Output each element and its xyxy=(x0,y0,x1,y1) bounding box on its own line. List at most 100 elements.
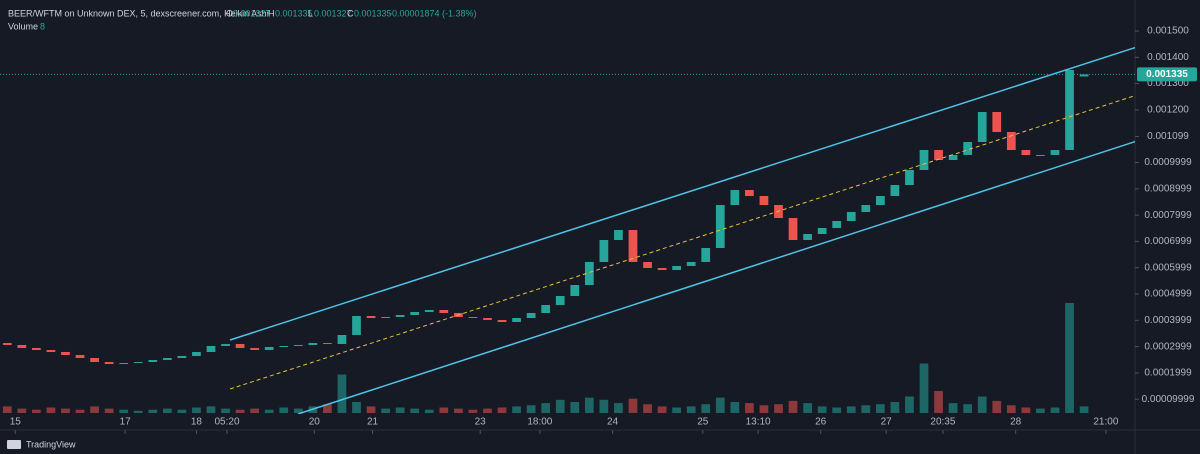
y-tick-label: 0.001400 xyxy=(1147,52,1189,63)
candle-body xyxy=(1065,70,1074,151)
candle-body xyxy=(788,217,798,241)
volume-bar xyxy=(133,410,143,413)
volume-bar xyxy=(628,398,638,413)
candle-body xyxy=(875,196,885,206)
volume-bar xyxy=(555,399,565,413)
candle-body xyxy=(672,265,681,270)
channel-drawing xyxy=(229,46,1135,414)
y-tick-label: 0.0009999 xyxy=(1144,157,1192,168)
candle-body xyxy=(162,358,172,361)
volume-bar xyxy=(861,405,871,413)
y-tick-label: 0.0001999 xyxy=(1144,368,1192,379)
candle-body xyxy=(1079,74,1089,77)
candle-body xyxy=(817,228,827,235)
candle-body xyxy=(119,363,129,365)
candle-body xyxy=(410,311,420,316)
x-tick-label: 21:00 xyxy=(1093,417,1118,428)
candle-body xyxy=(657,267,667,270)
volume-bar xyxy=(323,404,332,413)
last-price-tag xyxy=(1137,67,1197,82)
candle-body xyxy=(745,190,754,197)
x-tick-label: 23 xyxy=(475,417,487,428)
volume-bar xyxy=(2,406,12,413)
candle-body xyxy=(1036,155,1045,157)
last-price-label: 0.001335 xyxy=(1146,69,1188,80)
candle-body xyxy=(890,185,900,197)
volume-bar xyxy=(919,363,929,413)
low-label: L xyxy=(308,8,313,18)
candle-body xyxy=(570,285,580,296)
volume-bar xyxy=(61,408,70,413)
candle-body xyxy=(439,309,449,313)
candle-body xyxy=(643,261,652,268)
volume-bar xyxy=(104,408,114,413)
x-tick-label: 27 xyxy=(881,417,893,428)
volume-bar xyxy=(541,403,551,413)
volume-layer xyxy=(2,303,1089,413)
volume-bar xyxy=(32,409,41,413)
y-tick-label: 0.001099 xyxy=(1147,131,1189,142)
candle-body xyxy=(264,346,274,350)
candle-body xyxy=(206,345,216,352)
volume-bar xyxy=(424,409,434,413)
candle-body xyxy=(250,347,260,350)
volume-bar xyxy=(46,407,56,413)
candle-body xyxy=(715,205,725,248)
candle-body xyxy=(177,355,187,359)
volume-bar xyxy=(745,403,754,413)
volume-bar xyxy=(221,408,230,413)
y-tick-label: 0.0007999 xyxy=(1144,210,1192,221)
candle-body xyxy=(701,247,711,262)
volume-bar xyxy=(192,407,201,413)
x-tick-label: 28 xyxy=(1010,417,1022,428)
channel-median xyxy=(229,95,1135,390)
y-tick-label: 0.0002999 xyxy=(1144,341,1192,352)
x-tick-label: 26 xyxy=(815,417,827,428)
volume-bar xyxy=(497,407,507,413)
close-value: 0.001335 xyxy=(354,8,392,18)
candle-body xyxy=(1050,150,1060,156)
volume-bar xyxy=(293,408,303,413)
volume-bar xyxy=(366,406,376,413)
candle-body xyxy=(381,317,390,319)
y-tick-label: 0.0006999 xyxy=(1144,236,1192,247)
candle-body xyxy=(934,150,943,161)
volume-bar xyxy=(17,408,27,413)
candle-body xyxy=(221,343,230,346)
volume-bar xyxy=(279,407,289,413)
y-tick-label: 0.00009999 xyxy=(1142,394,1195,405)
volume-bar xyxy=(439,407,449,413)
volume-bar xyxy=(657,406,667,413)
volume-bar xyxy=(934,391,943,413)
candle-body xyxy=(192,351,201,356)
volume-bar xyxy=(599,399,609,413)
candle-body xyxy=(323,342,332,344)
symbol-title: BEER/WFTM on Unknown DEX, 5, dexscreener… xyxy=(8,8,269,18)
y-tick-label: 0.001500 xyxy=(1147,26,1189,37)
volume-bar xyxy=(614,403,623,413)
volume-bar xyxy=(774,404,783,413)
candle-body xyxy=(104,362,114,365)
candle-body xyxy=(46,349,56,352)
candle-body xyxy=(628,230,638,262)
tradingview-logo: TradingView xyxy=(7,439,76,449)
volume-bar xyxy=(75,409,85,413)
channel-upper xyxy=(229,46,1135,341)
volume-bar xyxy=(584,397,594,413)
volume-bar xyxy=(788,400,798,413)
volume-bar xyxy=(948,403,958,413)
y-tick-label: 0.001300 xyxy=(1147,78,1189,89)
y-tick-label: 0.0005999 xyxy=(1144,262,1192,273)
volume-bar xyxy=(264,409,274,413)
x-tick-label: 20 xyxy=(309,417,321,428)
candle-body xyxy=(846,211,856,221)
candle-body xyxy=(730,190,740,206)
volume-bar xyxy=(715,397,725,413)
volume-bar xyxy=(672,407,681,413)
change-value: -0.00001874 (-1.38%) xyxy=(389,8,477,18)
candle-body xyxy=(832,220,842,229)
volume-bar xyxy=(483,408,492,413)
candle-body xyxy=(308,342,318,345)
x-tick-label: 20:35 xyxy=(930,417,955,428)
volume-bar xyxy=(832,407,842,413)
